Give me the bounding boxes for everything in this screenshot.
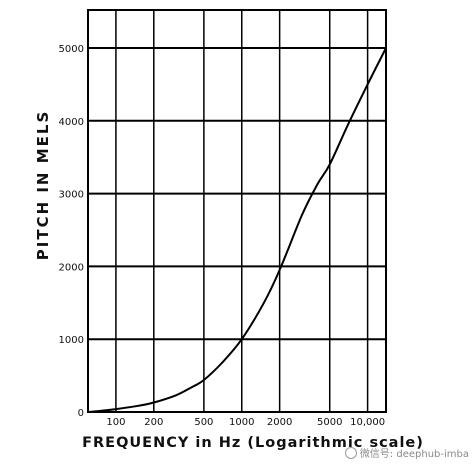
watermark-text: 微信号: deephub-imba (359, 449, 469, 460)
y-tick-label: 5000 (59, 44, 84, 55)
x-tick-label: 5000 (317, 417, 342, 428)
wechat-icon (344, 446, 357, 459)
x-tick-label: 200 (144, 417, 163, 428)
watermark: 微信号: deephub-imba (344, 445, 469, 460)
x-tick-label: 500 (194, 417, 213, 428)
y-axis-title: PITCH IN MELS (34, 110, 52, 260)
x-tick-label: 2000 (267, 417, 292, 428)
y-tick-label: 1000 (59, 335, 84, 346)
plot-frame (87, 9, 387, 413)
y-tick-label: 0 (78, 408, 84, 419)
y-tick-label: 2000 (59, 262, 84, 273)
grid (88, 10, 386, 412)
x-tick-labels: 100 200 500 1000 2000 5000 10,000 (106, 417, 385, 428)
x-tick-label: 100 (106, 417, 125, 428)
x-axis-title: FREQUENCY in Hz (Logarithmic scale) (82, 435, 424, 451)
y-tick-label: 3000 (59, 190, 84, 201)
y-tick-label: 4000 (59, 117, 84, 128)
series-line (87, 47, 387, 413)
x-tick-label: 10,000 (350, 417, 385, 428)
x-tick-label: 1000 (229, 417, 254, 428)
y-tick-labels: 0 1000 2000 3000 4000 5000 (59, 44, 84, 419)
